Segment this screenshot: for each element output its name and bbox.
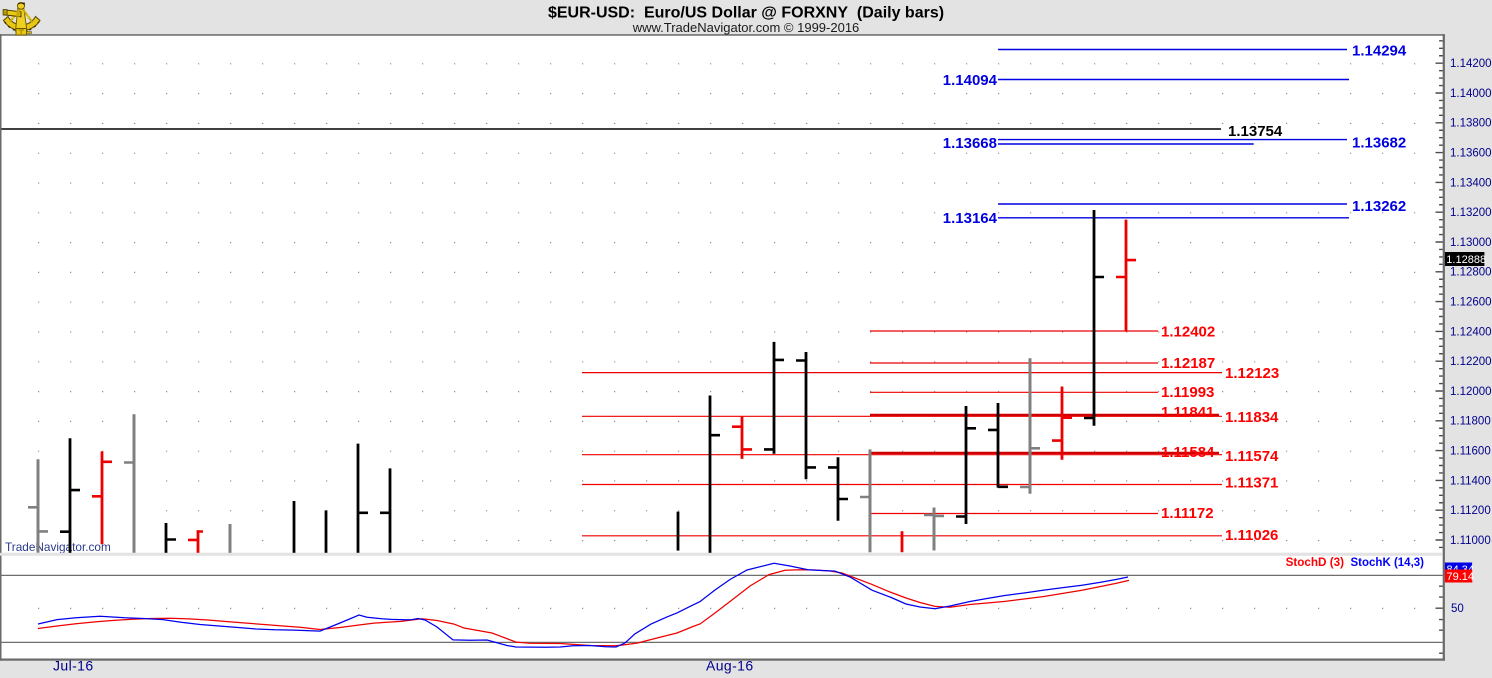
svg-text:1.11841: 1.11841 bbox=[1161, 404, 1214, 421]
svg-text:1.13000: 1.13000 bbox=[1450, 237, 1492, 249]
svg-text:1.11000: 1.11000 bbox=[1450, 535, 1491, 547]
svg-text:1.11200: 1.11200 bbox=[1450, 505, 1491, 517]
svg-text:1.12800: 1.12800 bbox=[1450, 267, 1492, 279]
svg-text:1.11584: 1.11584 bbox=[1161, 444, 1215, 461]
svg-text:1.11800: 1.11800 bbox=[1450, 416, 1491, 428]
svg-text:1.12187: 1.12187 bbox=[1161, 355, 1215, 372]
svg-text:1.13754: 1.13754 bbox=[1228, 123, 1283, 140]
svg-text:www.TradeNavigator.com © 1999-: www.TradeNavigator.com © 1999-2016 bbox=[632, 20, 860, 35]
svg-text:1.13262: 1.13262 bbox=[1352, 198, 1406, 215]
svg-text:50: 50 bbox=[1451, 603, 1464, 615]
svg-text:1.14294: 1.14294 bbox=[1352, 42, 1407, 59]
svg-text:1.13682: 1.13682 bbox=[1352, 134, 1406, 151]
svg-text:1.14094: 1.14094 bbox=[943, 72, 998, 89]
svg-text:1.12123: 1.12123 bbox=[1225, 365, 1279, 382]
svg-text:$EUR-USD: Euro/US Dollar @ FO: $EUR-USD: Euro/US Dollar @ FORXNY (Daily… bbox=[548, 5, 944, 22]
svg-text:1.11993: 1.11993 bbox=[1161, 384, 1214, 401]
svg-text:1.11600: 1.11600 bbox=[1450, 446, 1491, 458]
svg-text:1.13668: 1.13668 bbox=[943, 135, 997, 152]
svg-text:1.11172: 1.11172 bbox=[1161, 505, 1214, 522]
svg-text:1.12888: 1.12888 bbox=[1446, 254, 1486, 266]
svg-text:1.11371: 1.11371 bbox=[1225, 474, 1278, 491]
svg-text:79.14: 79.14 bbox=[1447, 571, 1475, 583]
svg-text:1.12400: 1.12400 bbox=[1450, 326, 1492, 338]
svg-text:StochK (14,3): StochK (14,3) bbox=[1351, 557, 1425, 569]
svg-text:1.12600: 1.12600 bbox=[1450, 297, 1492, 309]
svg-text:1.13400: 1.13400 bbox=[1450, 177, 1492, 189]
svg-text:Aug-16: Aug-16 bbox=[706, 658, 754, 674]
svg-text:1.13200: 1.13200 bbox=[1450, 207, 1492, 219]
svg-text:1.12000: 1.12000 bbox=[1450, 386, 1492, 398]
svg-text:1.14200: 1.14200 bbox=[1450, 58, 1492, 70]
svg-text:1.12402: 1.12402 bbox=[1161, 324, 1215, 341]
svg-text:StochD (3): StochD (3) bbox=[1286, 556, 1345, 569]
svg-text:1.11026: 1.11026 bbox=[1225, 527, 1278, 544]
svg-text:1.11574: 1.11574 bbox=[1225, 448, 1279, 465]
svg-text:1.12200: 1.12200 bbox=[1450, 356, 1492, 368]
svg-text:1.11834: 1.11834 bbox=[1225, 409, 1279, 426]
svg-text:1.13800: 1.13800 bbox=[1450, 118, 1492, 130]
svg-text:1.14000: 1.14000 bbox=[1450, 88, 1492, 100]
svg-text:TradeNavigator.com: TradeNavigator.com bbox=[5, 540, 111, 554]
svg-text:Jul-16: Jul-16 bbox=[53, 658, 94, 674]
svg-text:1.13164: 1.13164 bbox=[943, 210, 998, 227]
svg-text:1.11400: 1.11400 bbox=[1450, 475, 1491, 487]
svg-text:1.13600: 1.13600 bbox=[1450, 148, 1492, 160]
